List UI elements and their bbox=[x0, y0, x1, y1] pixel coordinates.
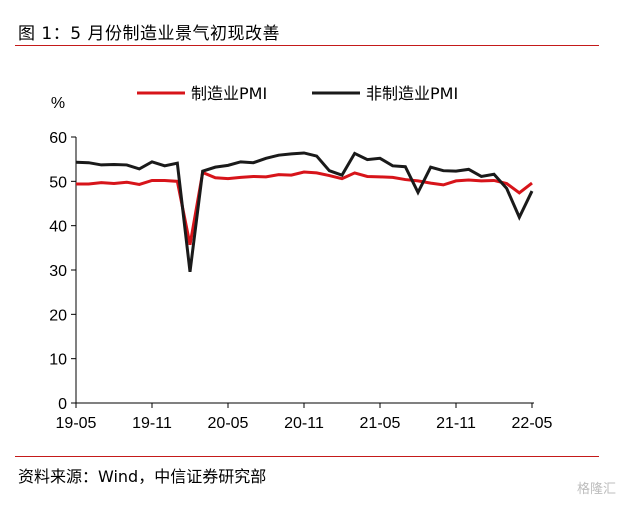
legend-label: 制造业PMI bbox=[191, 84, 267, 103]
figure-title: 图 1：5 月份制造业景气初现改善 bbox=[18, 24, 280, 44]
y-tick-label: 60 bbox=[49, 130, 67, 147]
y-axis-unit: % bbox=[51, 95, 65, 112]
series-line-non-manufacturing-pmi bbox=[75, 151, 534, 272]
watermark-logo: 格隆汇 bbox=[576, 482, 616, 497]
x-tick-label: 22-05 bbox=[512, 415, 553, 432]
legend-item-manufacturing-pmi: 制造业PMI bbox=[137, 84, 267, 103]
y-tick-label: 10 bbox=[49, 352, 67, 369]
source-divider bbox=[15, 456, 599, 457]
y-tick-label: 40 bbox=[49, 219, 67, 236]
legend-item-non-manufacturing-pmi: 非制造业PMI bbox=[312, 84, 458, 103]
legend: 制造业PMI 非制造业PMI bbox=[137, 84, 458, 103]
y-tick-label: 50 bbox=[49, 174, 67, 191]
legend-label: 非制造业PMI bbox=[366, 84, 458, 103]
y-tick-label: 0 bbox=[58, 396, 67, 413]
x-tick-label: 21-05 bbox=[360, 415, 401, 432]
x-tick-label: 21-11 bbox=[436, 415, 476, 432]
title-divider bbox=[15, 45, 599, 46]
x-tick-label: 19-05 bbox=[56, 415, 97, 432]
tick-labels: 0 10 20 30 40 50 60% 19-05 19-11 20-05 20-11 21-05 2… bbox=[49, 95, 552, 432]
y-tick-label: 30 bbox=[49, 263, 67, 280]
series-lines bbox=[75, 151, 534, 272]
x-tick-label: 20-05 bbox=[208, 415, 249, 432]
x-tick-label: 19-11 bbox=[132, 415, 172, 432]
series-line-manufacturing-pmi bbox=[76, 170, 533, 246]
y-tick-label: 20 bbox=[49, 307, 67, 324]
axes bbox=[71, 136, 534, 408]
x-tick-label: 20-11 bbox=[284, 415, 324, 432]
source-note: 资料来源：Wind，中信证券研究部 bbox=[18, 467, 267, 486]
